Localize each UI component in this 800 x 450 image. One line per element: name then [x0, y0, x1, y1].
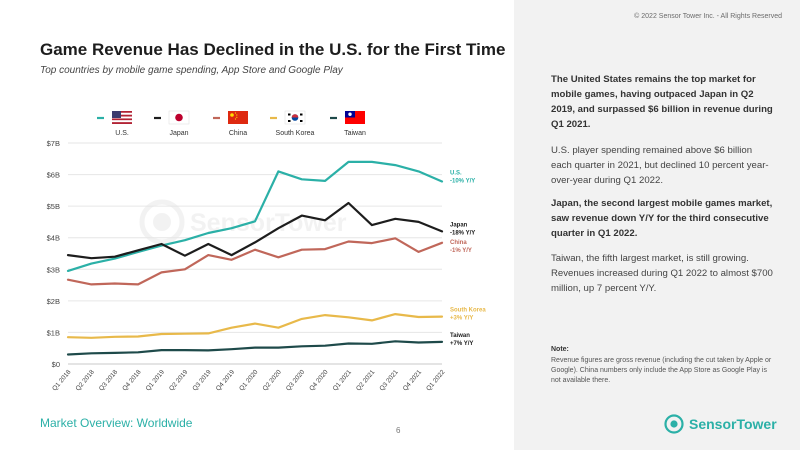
- series-end-label: China: [450, 240, 467, 246]
- series-change-label: +3% Y/Y: [450, 316, 473, 322]
- legend-item-taiwan: Taiwan: [330, 111, 366, 137]
- series-change-label: -10% Y/Y: [450, 179, 475, 185]
- series-change-label: +7% Y/Y: [450, 341, 473, 347]
- insights-panel: [514, 0, 800, 450]
- legend-label: South Korea: [276, 130, 315, 137]
- y-tick-label: $4B: [47, 234, 60, 243]
- series-change-label: -1% Y/Y: [450, 248, 472, 254]
- y-tick-label: $1B: [47, 328, 60, 337]
- legend-label: Japan: [169, 130, 188, 137]
- legend-item-japan: Japan: [154, 110, 190, 137]
- sensortower-logo-icon: [664, 414, 684, 434]
- x-tick-label: Q4 2018: [121, 368, 143, 392]
- y-tick-label: $2B: [47, 297, 60, 306]
- south-korea-flag-icon: [284, 110, 306, 125]
- x-tick-label: Q4 2021: [402, 368, 424, 392]
- x-tick-label: Q1 2018: [51, 368, 73, 392]
- x-tick-label: Q1 2022: [425, 368, 447, 392]
- x-tick-label: Q3 2021: [378, 368, 400, 392]
- x-tick-label: Q4 2019: [215, 368, 237, 392]
- insight-paragraph-4: Taiwan, the fifth largest market, is sti…: [551, 253, 773, 294]
- note-text: Revenue figures are gross revenue (inclu…: [551, 357, 772, 384]
- x-tick-label: Q4 2020: [308, 368, 330, 392]
- chart-title: Game Revenue Has Declined in the U.S. fo…: [40, 40, 506, 59]
- y-tick-label: $5B: [47, 202, 60, 211]
- series-end-label: Japan: [450, 222, 468, 228]
- japan-flag-icon: [168, 110, 190, 125]
- y-tick-label: $3B: [47, 265, 60, 274]
- series-line-south-korea: [66, 313, 444, 339]
- legend-label: Taiwan: [344, 130, 366, 137]
- chart-subtitle: Top countries by mobile game spending, A…: [40, 65, 343, 76]
- series-change-label: -18% Y/Y: [450, 230, 475, 236]
- copyright-text: © 2022 Sensor Tower Inc. - All Rights Re…: [634, 13, 782, 20]
- insight-paragraph-3: Japan, the second largest mobile games m…: [551, 198, 773, 239]
- sensortower-watermark: SensorTower: [139, 199, 347, 245]
- note-title: Note:: [551, 346, 569, 353]
- x-tick-label: Q2 2018: [75, 368, 97, 392]
- legend-item-china: China: [213, 111, 248, 137]
- revenue-line-chart: SensorTower $0 $1B $2B $3B $4B $5B $6B $7B Q1 2…: [47, 110, 486, 392]
- x-tick-label: Q3 2018: [98, 368, 120, 392]
- series-line-u-s: [66, 160, 444, 272]
- x-tick-label: Q1 2019: [145, 368, 167, 392]
- y-tick-label: $6B: [47, 171, 60, 180]
- china-flag-icon: [228, 111, 248, 124]
- x-tick-label: Q2 2019: [168, 368, 190, 392]
- series-line-japan: [66, 201, 444, 260]
- us-flag-icon: [112, 111, 132, 124]
- legend-item-u-s: U.S.: [97, 111, 132, 137]
- x-tick-label: Q3 2019: [191, 368, 213, 392]
- x-tick-label: Q2 2021: [355, 368, 377, 392]
- series-line-taiwan: [66, 340, 444, 356]
- logo-text: SensorTower: [689, 416, 777, 432]
- taiwan-flag-icon: [345, 111, 365, 124]
- y-tick-label: $0: [52, 360, 60, 369]
- x-tick-label: Q3 2020: [285, 368, 307, 392]
- series-end-label: Taiwan: [450, 333, 470, 339]
- x-tick-label: Q1 2020: [238, 368, 260, 392]
- legend-item-south-korea: South Korea: [270, 110, 315, 137]
- legend-label: China: [229, 130, 247, 137]
- section-label: Market Overview: Worldwide: [40, 416, 193, 430]
- series-end-label: U.S.: [450, 171, 462, 177]
- page-number: 6: [396, 426, 401, 435]
- legend-label: U.S.: [115, 130, 129, 137]
- x-tick-label: Q1 2021: [332, 368, 354, 392]
- series-line-china: [66, 237, 444, 286]
- insight-paragraph-1: The United States remains the top market…: [551, 74, 773, 130]
- sensortower-logo: SensorTower: [664, 414, 777, 434]
- x-tick-label: Q2 2020: [262, 368, 284, 392]
- y-tick-label: $7B: [47, 139, 60, 148]
- insight-paragraph-2: U.S. player spending remained above $6 b…: [551, 145, 769, 186]
- series-end-label: South Korea: [450, 308, 486, 314]
